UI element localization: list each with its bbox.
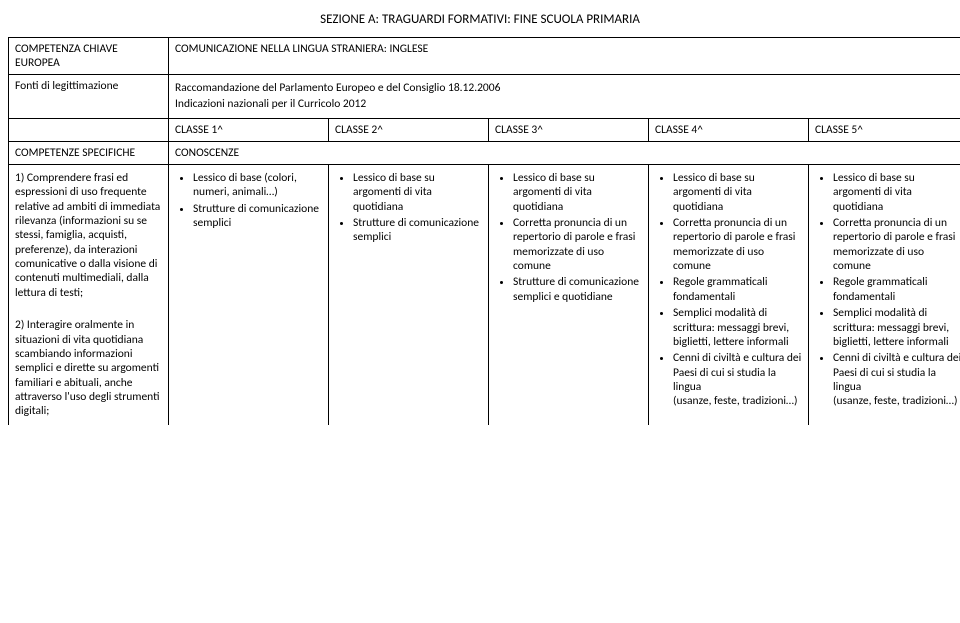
list-item: Corretta pronuncia di un repertorio di p…: [513, 216, 642, 274]
competenza-2: 2) Interagire oralmente in situazioni di…: [15, 318, 162, 419]
list-item: Strutture di comunicazione semplici: [193, 202, 322, 231]
competenze-specifiche-label: COMPETENZE SPECIFICHE: [9, 141, 169, 164]
list-item-text: Cenni di civiltà e cultura dei Paesi di …: [833, 351, 960, 394]
list-item: Strutture di comunicazione semplici e qu…: [513, 275, 642, 304]
fonti-value: Raccomandazione del Parlamento Europeo e…: [169, 75, 960, 119]
competenze-body: 1) Comprendere frasi ed espressioni di u…: [9, 164, 169, 425]
list-item-sub: (usanze, feste, tradizioni…): [673, 394, 802, 408]
list-item: Cenni di civiltà e cultura dei Paesi di …: [673, 351, 802, 409]
classe3-header: CLASSE 3^: [489, 118, 649, 141]
section-title: SEZIONE A: TRAGUARDI FORMATIVI: FINE SCU…: [8, 12, 952, 27]
list-item-text: Cenni di civiltà e cultura dei Paesi di …: [673, 351, 801, 394]
classe5-header: CLASSE 5^: [809, 118, 960, 141]
classe1-header: CLASSE 1^: [169, 118, 329, 141]
competenza-chiave-value: COMUNICAZIONE NELLA LINGUA STRANIERA: IN…: [169, 38, 960, 75]
list-item: Lessico di base (colori, numeri, animali…: [193, 171, 322, 200]
list-item: Lessico di base su argomenti di vita quo…: [513, 171, 642, 214]
fonti-line1: Raccomandazione del Parlamento Europeo e…: [175, 81, 960, 95]
conoscenze-label: CONOSCENZE: [169, 141, 960, 164]
classe4-header: CLASSE 4^: [649, 118, 809, 141]
list-item: Lessico di base su argomenti di vita quo…: [833, 171, 960, 214]
list-item: Regole grammaticali fondamentali: [673, 275, 802, 304]
classe2-body: Lessico di base su argomenti di vita quo…: [329, 164, 489, 425]
competenza-1: 1) Comprendere frasi ed espressioni di u…: [15, 171, 162, 300]
list-item: Strutture di comunicazione semplici: [353, 216, 482, 245]
list-item: Lessico di base su argomenti di vita quo…: [673, 171, 802, 214]
classe1-body: Lessico di base (colori, numeri, animali…: [169, 164, 329, 425]
fonti-line2: Indicazioni nazionali per il Curricolo 2…: [175, 97, 960, 111]
classe2-header: CLASSE 2^: [329, 118, 489, 141]
classe3-body: Lessico di base su argomenti di vita quo…: [489, 164, 649, 425]
list-item: Semplici modalità di scrittura: messaggi…: [833, 306, 960, 349]
competenza-chiave-label: COMPETENZA CHIAVE EUROPEA: [9, 38, 169, 75]
fonti-label: Fonti di legittimazione: [9, 75, 169, 119]
empty-cell: [9, 118, 169, 141]
list-item: Cenni di civiltà e cultura dei Paesi di …: [833, 351, 960, 409]
classe5-body: Lessico di base su argomenti di vita quo…: [809, 164, 960, 425]
list-item: Corretta pronuncia di un repertorio di p…: [673, 216, 802, 274]
list-item: Corretta pronuncia di un repertorio di p…: [833, 216, 960, 274]
list-item: Regole grammaticali fondamentali: [833, 275, 960, 304]
list-item: Semplici modalità di scrittura: messaggi…: [673, 306, 802, 349]
list-item: Lessico di base su argomenti di vita quo…: [353, 171, 482, 214]
list-item-sub: (usanze, feste, tradizioni…): [833, 394, 960, 408]
classe4-body: Lessico di base su argomenti di vita quo…: [649, 164, 809, 425]
main-table: COMPETENZA CHIAVE EUROPEA COMUNICAZIONE …: [8, 37, 960, 425]
